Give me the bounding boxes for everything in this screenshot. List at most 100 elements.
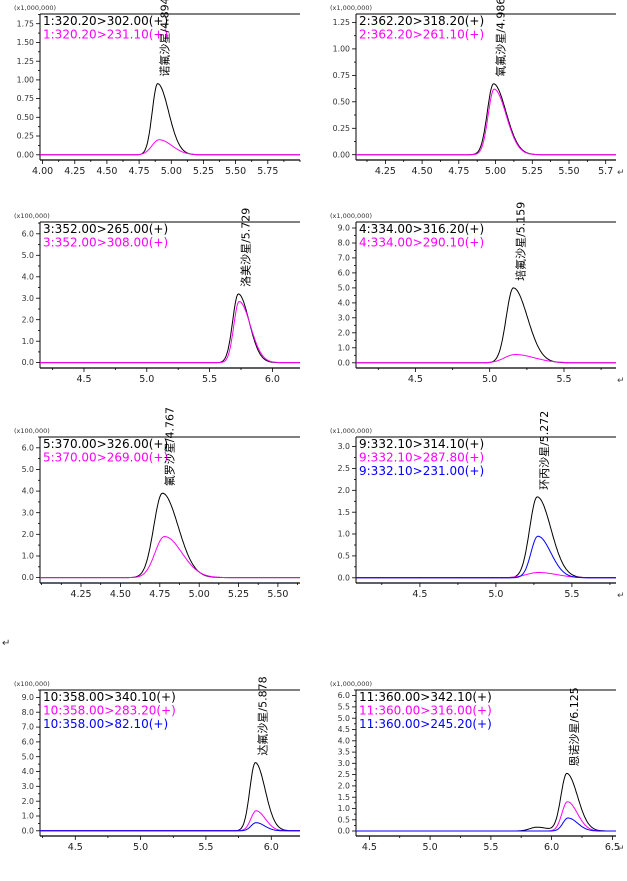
y-tick-label: 5.0	[22, 251, 34, 260]
x-tick-label: 5.25	[522, 166, 543, 177]
transition-label: 2:362.20>261.10(+)	[359, 28, 484, 42]
y-tick-label: 4.0	[22, 272, 34, 281]
chromatogram-panel-2: 0.00 0.25 0.50 0.75 1.00 1.25 4.25 4.50 4.75 5.00…	[320, 0, 625, 192]
y-unit-label: (x1,000,000)	[330, 4, 372, 12]
x-tick-label: 5.5	[483, 842, 498, 853]
y-tick-label: 1.0	[22, 812, 34, 821]
transition-label: 5:370.00>269.00(+)	[43, 451, 168, 465]
trace-line	[356, 496, 616, 579]
y-tick-label: 7.0	[22, 723, 34, 732]
y-tick-label: 1.5	[338, 793, 350, 802]
chromatogram-panel-6: 0.0 0.5 1.0 1.5 2.0 2.5 3.0 4.5 5.0 5.5 9:332.10>3…	[320, 411, 625, 615]
x-tick-label: 4.75	[129, 166, 150, 177]
y-tick-label: 0.0	[22, 573, 34, 582]
trace-line	[356, 83, 616, 156]
y-unit-label: (x1,000,000)	[330, 680, 372, 688]
x-tick-label: 4.50	[412, 166, 433, 177]
y-tick-label: 0.0	[22, 358, 34, 367]
chromatogram-svg: 0.00 0.25 0.50 0.75 1.00 1.25 1.50 1.75 4.00 4.25…	[14, 0, 301, 177]
y-tick-label: 4.0	[22, 487, 34, 496]
x-tick-label: 4.25	[375, 166, 396, 177]
y-tick-label: 0.0	[338, 827, 350, 836]
y-tick-label: 2.0	[22, 797, 34, 806]
y-tick-label: 6.0	[22, 229, 34, 238]
x-tick-label: 5.50	[267, 589, 288, 600]
chromatogram-panel-3: 0.0 1.0 2.0 3.0 4.0 5.0 6.0 4.5 5.0 5.5 6.0 3:352.0…	[4, 208, 306, 400]
y-tick-label: 6.0	[338, 269, 350, 278]
trace-line	[356, 287, 616, 364]
x-tick-label: 6.0	[265, 374, 280, 385]
x-tick-label: 4.75	[149, 589, 170, 600]
y-tick-label: 2.0	[22, 530, 34, 539]
y-tick-label: 4.0	[22, 767, 34, 776]
peak-label: 氧氟沙星/4.986	[494, 0, 508, 77]
transition-label: 9:332.10>287.80(+)	[359, 451, 484, 465]
y-tick-label: 1.0	[338, 530, 350, 539]
y-tick-label: 6.0	[22, 443, 34, 452]
y-tick-label: 0.25	[333, 124, 350, 133]
x-tick-label: 5.7	[598, 166, 613, 177]
x-tick-label: 5.5	[198, 842, 213, 853]
x-tick-label: 5.25	[228, 589, 249, 600]
x-tick-label: 6.5	[605, 842, 620, 853]
y-tick-label: 2.5	[338, 464, 350, 473]
y-unit-label: (x100,000)	[14, 680, 50, 688]
chromatogram-svg: 0.0 1.0 2.0 3.0 4.0 5.0 6.0 7.0 8.0 9.0 4.5 5.0 5.5 4…	[330, 202, 625, 386]
return-mark-icon: ↵	[617, 591, 625, 601]
y-tick-label: 5.0	[22, 752, 34, 761]
trace-line	[40, 293, 300, 364]
y-tick-label: 0.50	[333, 97, 350, 106]
y-tick-label: 8.0	[22, 708, 34, 717]
y-tick-label: 3.5	[338, 748, 350, 757]
y-unit-label: (x100,000)	[14, 427, 50, 435]
y-tick-label: 1.75	[17, 19, 34, 28]
peak-label: 培氟沙星/5.159	[513, 202, 527, 281]
y-unit-label: (x1,000,000)	[14, 4, 56, 12]
chromatogram-panel-7: 0.0 1.0 2.0 3.0 4.0 5.0 6.0 7.0 8.0 9.0 4.5 5.0 5.5 6…	[4, 676, 306, 868]
transition-label: 4:334.00>316.20(+)	[359, 222, 484, 236]
y-tick-label: 4.0	[338, 299, 350, 308]
y-unit-label: (x1,000,000)	[330, 427, 372, 435]
y-tick-label: 1.0	[338, 804, 350, 813]
y-tick-label: 9.0	[338, 224, 350, 233]
chromatogram-svg: 0.0 0.5 1.0 1.5 2.0 2.5 3.0 4.5 5.0 5.5 9:332.10>3…	[330, 411, 625, 601]
trace-line	[356, 88, 616, 156]
y-tick-label: 2.0	[338, 328, 350, 337]
x-tick-label: 5.00	[189, 589, 210, 600]
trace-line	[356, 801, 616, 832]
y-tick-label: 7.0	[338, 254, 350, 263]
y-tick-label: 3.0	[338, 442, 350, 451]
y-tick-label: 2.0	[338, 782, 350, 791]
transition-label: 3:352.00>308.00(+)	[43, 236, 168, 250]
transition-label: 2:362.20>318.20(+)	[359, 14, 484, 28]
x-tick-label: 4.5	[68, 842, 83, 853]
transition-label: 1:320.20>302.00(+)	[43, 14, 168, 28]
x-tick-label: 6.0	[264, 842, 279, 853]
transition-label: 4:334.00>290.10(+)	[359, 236, 484, 250]
x-tick-label: 4.50	[96, 166, 117, 177]
transition-label: 9:332.10>314.10(+)	[359, 437, 484, 451]
y-tick-label: 0.75	[333, 71, 350, 80]
peak-label: 达氟沙星/5.878	[256, 676, 269, 755]
chromatogram-panel-4: 0.0 1.0 2.0 3.0 4.0 5.0 6.0 7.0 8.0 9.0 4.5 5.0 5.5 4…	[320, 202, 625, 400]
y-unit-label: (x1,000,000)	[330, 212, 372, 220]
transition-label: 1:320.20>231.10(+)	[43, 28, 168, 42]
chromatogram-panel-5: 0.0 1.0 2.0 3.0 4.0 5.0 6.0 4.25 4.50 4.75 5.00 5.2…	[4, 407, 306, 615]
x-tick-label: 5.0	[488, 589, 503, 600]
y-tick-label: 5.0	[338, 284, 350, 293]
peak-label: 诺氟沙星/4.894	[159, 0, 172, 77]
return-mark-icon: ↵	[617, 168, 625, 178]
y-tick-label: 8.0	[338, 239, 350, 248]
y-tick-label: 3.0	[22, 508, 34, 517]
x-tick-label: 5.5	[556, 374, 571, 385]
trace-line	[40, 492, 300, 579]
y-tick-label: 0.0	[338, 573, 350, 582]
x-tick-label: 4.50	[110, 589, 131, 600]
y-tick-label: 1.00	[17, 76, 34, 85]
y-tick-label: 6.0	[338, 691, 350, 700]
y-tick-label: 2.0	[22, 315, 34, 324]
peak-label: 氟罗沙星/4.767	[163, 407, 176, 486]
x-tick-label: 5.00	[485, 166, 506, 177]
trace-line	[356, 817, 616, 832]
